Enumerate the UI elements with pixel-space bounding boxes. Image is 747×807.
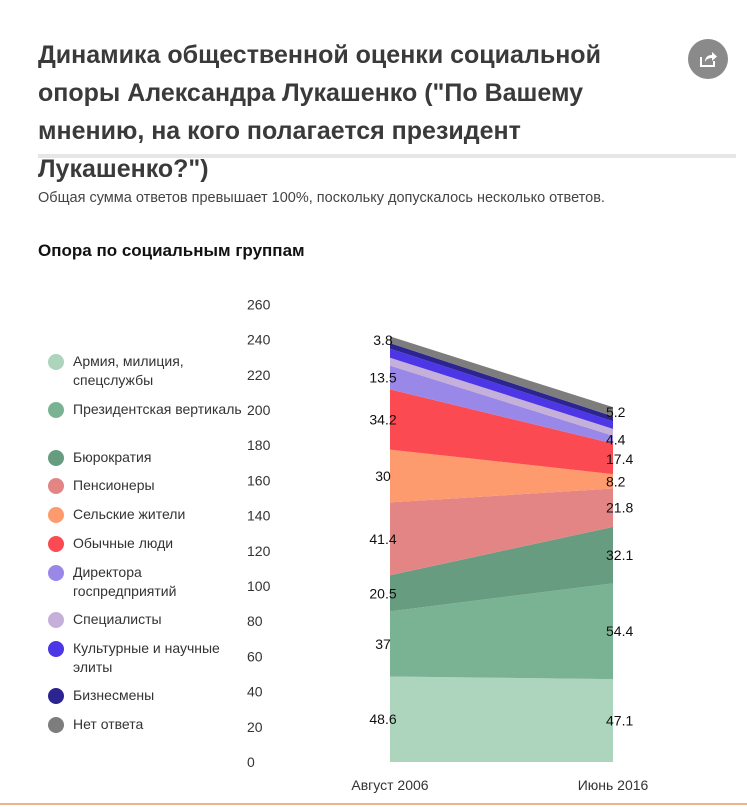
legend-label: Сельские жители [73, 506, 186, 522]
data-label-left: 13.5 [369, 370, 396, 386]
legend-item: Обычные люди [48, 534, 243, 553]
legend-swatch [48, 478, 64, 494]
data-label-right: 32.1 [606, 547, 633, 563]
data-label-right: 21.8 [606, 500, 633, 516]
area-series-3 [390, 526, 613, 612]
data-label-right: 5.2 [606, 404, 626, 420]
data-label-left: 37 [375, 636, 391, 652]
area-series-9 [390, 348, 613, 429]
data-label-left: 41.4 [369, 531, 396, 547]
data-label-right: 54.4 [606, 623, 633, 639]
y-tick-label: 180 [247, 437, 271, 453]
legend-item: Бизнесмены [48, 686, 243, 705]
legend-item: Президентская вертикаль [48, 400, 243, 419]
legend-item: Культурные и научные элиты [48, 639, 243, 677]
y-tick-label: 80 [247, 613, 263, 629]
data-label-left: 3.8 [373, 332, 393, 348]
data-label-right: 47.1 [606, 713, 633, 729]
legend-item: Нет ответа [48, 715, 243, 734]
x-category-label: Август 2006 [351, 777, 428, 793]
area-series-7 [390, 365, 613, 444]
data-label-right: 4.4 [606, 432, 626, 448]
legend-swatch [48, 641, 64, 657]
x-category-label: Июнь 2016 [578, 777, 649, 793]
y-tick-label: 120 [247, 543, 271, 559]
legend-item: Пенсионеры [48, 476, 243, 495]
y-tick-label: 160 [247, 472, 271, 488]
legend-label: Бюрократия [73, 449, 152, 465]
legend-swatch [48, 354, 64, 370]
y-tick-label: 40 [247, 684, 263, 700]
legend-label: Пенсионеры [73, 477, 155, 493]
data-label-left: 30 [375, 468, 391, 484]
title-divider [38, 154, 736, 158]
y-tick-label: 240 [247, 332, 271, 348]
legend-label: Директора госпредприятий [73, 564, 177, 599]
data-label-right: 8.2 [606, 473, 626, 489]
legend-label: Президентская вертикаль [73, 401, 242, 417]
y-tick-label: 0 [247, 754, 255, 770]
legend-label: Армия, милиция, спецслужбы [73, 353, 184, 388]
share-button[interactable] [688, 39, 728, 79]
legend-label: Специалисты [73, 611, 162, 627]
area-series-10 [390, 343, 613, 422]
chart-subtitle: Опора по социальным группам [38, 241, 305, 260]
legend-swatch [48, 536, 64, 552]
area-series-11 [390, 336, 613, 417]
y-tick-label: 220 [247, 367, 271, 383]
data-label-left: 34.2 [369, 412, 396, 428]
data-label-left: 48.6 [369, 711, 396, 727]
y-tick-label: 20 [247, 719, 263, 735]
legend-swatch [48, 717, 64, 733]
area-series-2 [390, 583, 613, 680]
data-label-left: 20.5 [369, 585, 396, 601]
data-label-right: 17.4 [606, 451, 633, 467]
legend-swatch [48, 450, 64, 466]
legend-item: Директора госпредприятий [48, 563, 243, 601]
y-tick-label: 260 [247, 296, 271, 312]
legend-label: Нет ответа [73, 716, 144, 732]
legend-label: Бизнесмены [73, 687, 155, 703]
legend-swatch [48, 688, 64, 704]
area-series-6 [390, 389, 613, 475]
legend-item: Армия, милиция, спецслужбы [48, 352, 243, 390]
area-series-5 [390, 449, 613, 503]
bottom-divider [0, 803, 747, 805]
area-series-1 [390, 676, 613, 762]
legend-item: Специалисты [48, 610, 243, 629]
legend-swatch [48, 507, 64, 523]
legend-label: Обычные люди [73, 535, 174, 551]
y-tick-label: 60 [247, 648, 263, 664]
legend-item: Сельские жители [48, 505, 243, 524]
area-series-8 [390, 357, 613, 436]
legend-swatch [48, 612, 64, 628]
y-tick-label: 200 [247, 402, 271, 418]
share-icon [700, 52, 717, 67]
legend-item: Бюрократия [48, 448, 243, 467]
chart-note: Общая сумма ответов превышает 100%, поск… [38, 190, 605, 206]
legend-label: Культурные и научные элиты [73, 640, 220, 675]
area-series-4 [390, 488, 613, 576]
legend-swatch [48, 402, 64, 418]
legend-swatch [48, 565, 64, 581]
y-tick-label: 140 [247, 508, 271, 524]
y-tick-label: 100 [247, 578, 271, 594]
page-title: Динамика общественной оценки социальной … [38, 41, 601, 183]
